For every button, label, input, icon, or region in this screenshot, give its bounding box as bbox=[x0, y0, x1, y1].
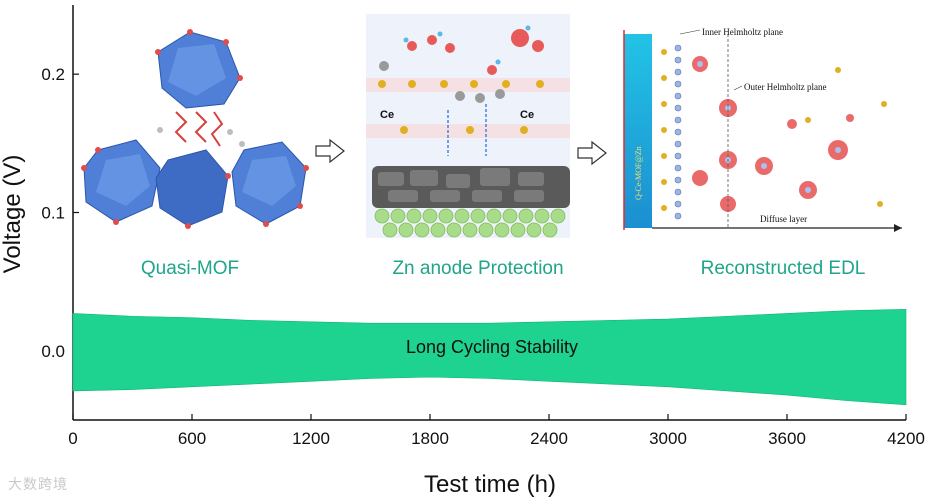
x-tick-label: 1800 bbox=[411, 429, 449, 448]
inner-plane-label: Inner Helmholtz plane bbox=[702, 27, 783, 37]
caption-zn-anode: Zn anode Protection bbox=[392, 258, 563, 279]
x-ticks: 0 600 1200 1800 2400 3000 3600 4200 bbox=[68, 414, 925, 448]
outer-plane-label: Outer Helmholtz plane bbox=[744, 82, 826, 92]
zn-anode-illustration: Ce Ce bbox=[366, 14, 570, 238]
caption-quasi-mof: Quasi-MOF bbox=[141, 258, 239, 279]
mof-polyhedron-center bbox=[155, 149, 229, 227]
arrow-icon-2 bbox=[577, 140, 607, 166]
x-tick-label: 4200 bbox=[887, 429, 925, 448]
diffuse-layer-label: Diffuse layer bbox=[760, 214, 807, 224]
x-tick-label: 1200 bbox=[292, 429, 330, 448]
inner-plane-ions bbox=[674, 44, 682, 220]
cycling-voltage-band bbox=[72, 309, 907, 406]
quasi-mof-illustration bbox=[81, 29, 309, 229]
mof-atoms bbox=[81, 29, 309, 229]
water-molecules bbox=[407, 29, 544, 75]
x-tick-label: 0 bbox=[68, 429, 77, 448]
y-ticks: 0.0 0.1 0.2 bbox=[41, 65, 79, 361]
x-tick-label: 600 bbox=[178, 429, 206, 448]
watermark: 大数跨境 bbox=[8, 477, 68, 493]
band-label: Long Cycling Stability bbox=[406, 337, 578, 357]
x-tick-label: 3600 bbox=[768, 429, 806, 448]
y-tick-label: 0.1 bbox=[41, 204, 65, 223]
sulfate-ions-edl bbox=[661, 49, 887, 211]
y-axis-title: Voltage (V) bbox=[0, 155, 26, 274]
caption-reconstructed-edl: Reconstructed EDL bbox=[701, 258, 866, 279]
ce-label-left: Ce bbox=[380, 109, 394, 121]
mof-linker-bonds bbox=[174, 111, 224, 147]
y-tick-label: 0.0 bbox=[41, 342, 65, 361]
ce-label-right: Ce bbox=[520, 109, 534, 121]
electrode-bar bbox=[624, 34, 652, 228]
zn-ion-arrows bbox=[447, 104, 487, 156]
arrow-icon-1 bbox=[315, 138, 345, 164]
sulfate-row bbox=[378, 80, 544, 134]
zn-substrate-spheres bbox=[374, 208, 566, 238]
y-tick-label: 0.2 bbox=[41, 65, 65, 84]
x-tick-label: 2400 bbox=[530, 429, 568, 448]
solvated-zn-clusters bbox=[692, 56, 854, 212]
x-tick-label: 3000 bbox=[649, 429, 687, 448]
x-axis-title: Test time (h) bbox=[424, 471, 556, 498]
electrode-label: Q-Ce-MOF@Zn bbox=[634, 146, 643, 200]
edl-illustration: Q-Ce-MOF@Zn Inner Helmholtz plane Outer … bbox=[623, 27, 902, 232]
